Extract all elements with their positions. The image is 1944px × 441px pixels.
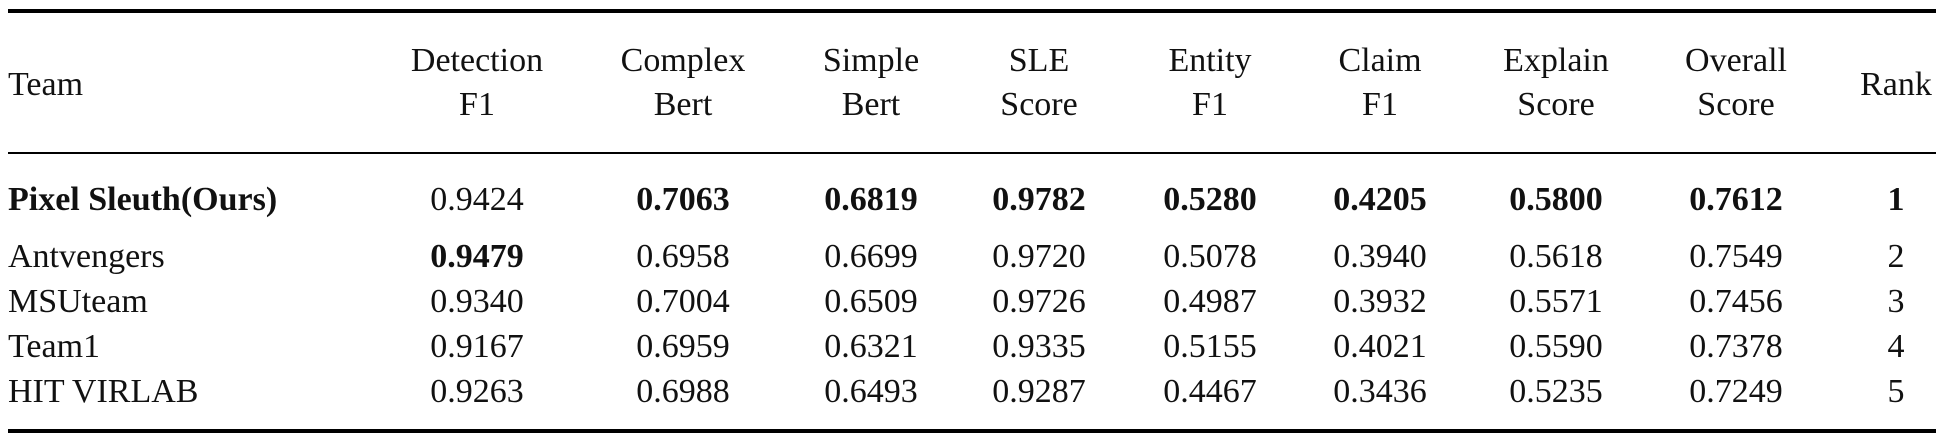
table-cell: 0.5235 [1509,373,1603,410]
table-cell: 0.5571 [1509,283,1603,320]
column-header: Team [8,63,83,107]
table-cell: 3 [1887,283,1905,320]
table-cell: 0.5618 [1509,238,1603,275]
table-cell: 0.9726 [992,283,1086,320]
column-header: Simple Bert [823,39,919,127]
column-header-line: Rank [1860,66,1932,103]
table-cell: 0.7004 [636,283,730,320]
column-header-line: Simple [822,42,920,79]
table-cell: 0.4205 [1333,181,1427,218]
table-cell: 0.6959 [636,328,730,365]
table-cell: 0.5155 [1163,328,1257,365]
column-header-line: Team [8,66,84,103]
table-cell: 0.5590 [1509,328,1603,365]
table-cell: 0.5800 [1509,181,1603,218]
team-name-cell: Team1 [8,328,101,365]
table-cell: 0.3436 [1333,373,1427,410]
team-name-cell: Pixel Sleuth(Ours) [8,181,278,218]
table-cell: 0.4467 [1163,373,1257,410]
table-cell: 0.3932 [1333,283,1427,320]
table-cell: 0.6699 [824,238,918,275]
column-header: Rank [1860,63,1932,107]
table-cell: 0.3940 [1333,238,1427,275]
table-cell: 0.9263 [430,373,524,410]
table-cell: 0.6509 [824,283,918,320]
top-rule [8,9,1936,13]
column-header-line: Score [1000,86,1078,123]
team-name-cell: Antvengers [8,238,165,275]
column-header-line: SLE [1008,42,1070,79]
column-header-line: Score [1517,86,1595,123]
table-cell: 0.7549 [1689,238,1783,275]
column-header: Entity F1 [1168,39,1251,127]
bottom-rule [8,429,1936,433]
column-header-line: Bert [841,86,901,123]
table-cell: 0.9167 [430,328,524,365]
column-header-line: F1 [459,86,495,123]
table-cell: 0.6958 [636,238,730,275]
column-header: Detection F1 [411,39,543,127]
table-cell: 0.4021 [1333,328,1427,365]
column-header-line: Entity [1168,42,1252,79]
column-header-line: Claim [1338,42,1422,79]
table-cell: 0.7378 [1689,328,1783,365]
header-rule [8,152,1936,154]
team-name-cell: MSUteam [8,283,148,320]
table-cell: 0.7612 [1689,181,1783,218]
table-cell: 0.7063 [636,181,730,218]
table-cell: 0.5078 [1163,238,1257,275]
table-cell: 0.9720 [992,238,1086,275]
table-cell: 0.9479 [430,238,524,275]
column-header-line: F1 [1192,86,1228,123]
column-header-line: Overall [1685,42,1787,79]
table-cell: 0.6493 [824,373,918,410]
table-cell: 0.6988 [636,373,730,410]
column-header: Overall Score [1685,39,1787,127]
table-cell: 2 [1887,238,1905,275]
column-header: Explain Score [1503,39,1609,127]
team-name-cell: HIT VIRLAB [8,373,199,410]
table-cell: 0.6819 [824,181,918,218]
table-cell: 0.9782 [992,181,1086,218]
column-header-line: F1 [1362,86,1398,123]
table-cell: 0.7456 [1689,283,1783,320]
table-cell: 1 [1887,181,1905,218]
table-cell: 0.5280 [1163,181,1257,218]
table-cell: 0.9287 [992,373,1086,410]
column-header-line: Complex [620,42,746,79]
column-header-line: Explain [1503,42,1609,79]
column-header: SLE Score [1000,39,1077,127]
table-cell: 0.6321 [824,328,918,365]
table-cell: 4 [1887,328,1905,365]
table-cell: 0.7249 [1689,373,1783,410]
table-cell: 0.4987 [1163,283,1257,320]
column-header-line: Score [1697,86,1775,123]
column-header-line: Bert [653,86,713,123]
table-cell: 0.9424 [430,181,524,218]
table-cell: 0.9335 [992,328,1086,365]
column-header: Claim F1 [1338,39,1421,127]
table-cell: 5 [1887,373,1905,410]
column-header-line: Detection [410,42,544,79]
column-header: Complex Bert [621,39,746,127]
table-cell: 0.9340 [430,283,524,320]
